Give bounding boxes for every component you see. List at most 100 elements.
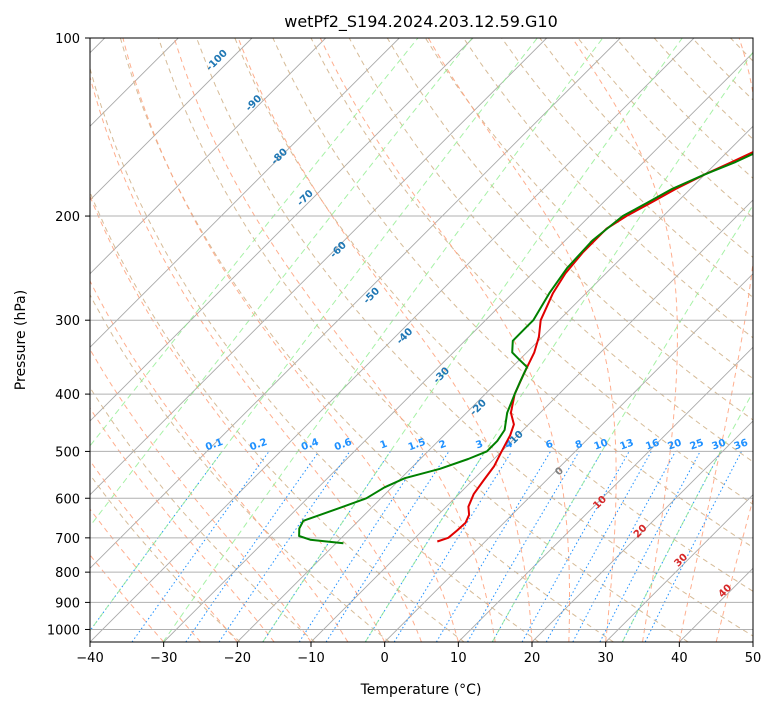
isotherm-line bbox=[90, 38, 327, 275]
isotherm-line bbox=[90, 38, 474, 422]
mixing-ratio-label: 13 bbox=[618, 438, 635, 453]
y-tick-label: 300 bbox=[55, 314, 80, 329]
moist-adiabat-line bbox=[571, 38, 678, 642]
x-tick-label: −30 bbox=[150, 651, 177, 666]
x-tick-label: −10 bbox=[297, 651, 324, 666]
mixing-ratio-label: 2 bbox=[438, 439, 448, 452]
dry-adiabat-line bbox=[463, 38, 753, 339]
background-lines bbox=[90, 38, 753, 642]
isotherm-line bbox=[90, 38, 548, 496]
isotherm-line bbox=[90, 38, 400, 348]
moist-adiabat-line bbox=[90, 194, 386, 642]
isotherm-line bbox=[384, 273, 753, 642]
profile-series bbox=[298, 150, 753, 545]
dry-adiabat-line bbox=[90, 386, 316, 642]
dry-adiabat-line bbox=[90, 66, 540, 642]
mixing-ratio-line bbox=[131, 451, 270, 642]
isotherm-line bbox=[90, 38, 621, 569]
mixing-ratio-line bbox=[545, 451, 652, 642]
mixing-ratio-line bbox=[435, 451, 552, 642]
y-tick-label: 100 bbox=[55, 32, 80, 47]
dry-adiabat-line bbox=[119, 38, 614, 642]
y-tick-label: 400 bbox=[55, 388, 80, 403]
pressure-grid bbox=[90, 38, 753, 630]
y-tick-label: 700 bbox=[55, 532, 80, 547]
dry-adiabat-line bbox=[310, 38, 753, 505]
y-tick-label: 200 bbox=[55, 210, 80, 225]
x-tick-label: 20 bbox=[524, 651, 541, 666]
y-tick-label: 600 bbox=[55, 492, 80, 507]
axes: −40 −30 −20 −10 0 10 20 30 40 50 100 200 300 400 500 60… bbox=[47, 32, 761, 666]
mixing-ratio-label: 16 bbox=[644, 438, 661, 453]
isotherm-line bbox=[90, 38, 253, 201]
isotherm-line bbox=[236, 125, 753, 642]
mixing-ratio-label: 30 bbox=[711, 438, 728, 453]
dry-adiabat-line bbox=[90, 473, 241, 642]
temperature-profile-line bbox=[436, 150, 753, 543]
y-tick-label: 500 bbox=[55, 445, 80, 460]
moist-adiabat-line bbox=[90, 74, 422, 642]
mixing-ratio-label: 1 bbox=[379, 439, 389, 452]
moist-adiabat-line bbox=[90, 554, 165, 642]
isotherm-line bbox=[605, 494, 753, 642]
isotherm-line bbox=[310, 199, 753, 642]
moist-adiabat-line bbox=[237, 38, 533, 642]
dry-adiabat-line bbox=[196, 38, 753, 637]
mixing-ratio-line bbox=[599, 451, 701, 642]
dry-adiabat-line bbox=[90, 191, 465, 642]
x-tick-label: 10 bbox=[450, 651, 467, 666]
mixing-ratio-label: 36 bbox=[733, 438, 750, 453]
saturation-line bbox=[90, 38, 538, 632]
moist-adiabat-line bbox=[90, 508, 201, 642]
mixing-ratio-line bbox=[572, 451, 676, 642]
dry-adiabat-line bbox=[90, 293, 390, 642]
y-tick-label: 900 bbox=[55, 596, 80, 611]
x-tick-label: −20 bbox=[224, 651, 251, 666]
saturation-line bbox=[90, 38, 473, 527]
moist-adiabat-line bbox=[427, 38, 617, 642]
dry-adiabat-line bbox=[158, 38, 689, 642]
mixing-ratio-label: 25 bbox=[688, 438, 705, 453]
y-axis-title: Pressure (hPa) bbox=[13, 290, 29, 390]
y-tick-label: 1000 bbox=[47, 623, 80, 638]
isotherm-line bbox=[531, 420, 753, 642]
mixing-ratio-line bbox=[218, 451, 351, 642]
dewpoint-profile-line bbox=[298, 152, 753, 545]
mixing-ratio-line bbox=[644, 451, 742, 642]
moist-adiabat-line bbox=[319, 38, 570, 642]
chart-title: wetPf2_S194.2024.203.12.59.G10 bbox=[284, 12, 558, 32]
x-tick-label: 50 bbox=[745, 651, 762, 666]
moist-adiabat-line bbox=[173, 38, 496, 642]
x-tick-label: −40 bbox=[76, 651, 103, 666]
mixing-ratio-label: 3 bbox=[474, 439, 484, 452]
y-tick-label: 800 bbox=[55, 566, 80, 581]
x-axis-title: Temperature (°C) bbox=[360, 682, 482, 698]
saturation-line bbox=[162, 38, 604, 642]
moist-adiabat-line bbox=[90, 348, 312, 642]
mixing-ratio-line bbox=[325, 451, 450, 642]
mixing-ratio-line bbox=[185, 451, 320, 642]
isotherm-line bbox=[457, 346, 753, 642]
mixing-ratio-label: 8 bbox=[574, 439, 584, 452]
mixing-ratio-line bbox=[621, 451, 722, 642]
mixing-ratio-label: 6 bbox=[544, 439, 554, 452]
mixing-ratio-label: 4 bbox=[504, 439, 514, 452]
moist-adiabat-line bbox=[90, 407, 275, 642]
x-tick-label: 30 bbox=[597, 651, 614, 666]
saturation-line bbox=[364, 51, 753, 642]
isotherm-line bbox=[163, 52, 753, 642]
dry-adiabat-line bbox=[272, 38, 753, 548]
mixing-ratio-line bbox=[298, 451, 425, 642]
mixing-ratio-label: 10 bbox=[593, 438, 610, 453]
plot-frame bbox=[89, 37, 754, 643]
dry-adiabat-line bbox=[348, 38, 753, 463]
dry-adiabat-line bbox=[234, 38, 753, 592]
mixing-ratio-label: 20 bbox=[666, 438, 683, 453]
saturation-line bbox=[262, 38, 683, 642]
saturation-line bbox=[621, 391, 753, 642]
x-tick-label: 40 bbox=[671, 651, 688, 666]
mixing-ratio-line bbox=[467, 451, 580, 642]
moist-adiabat-line bbox=[90, 459, 238, 642]
